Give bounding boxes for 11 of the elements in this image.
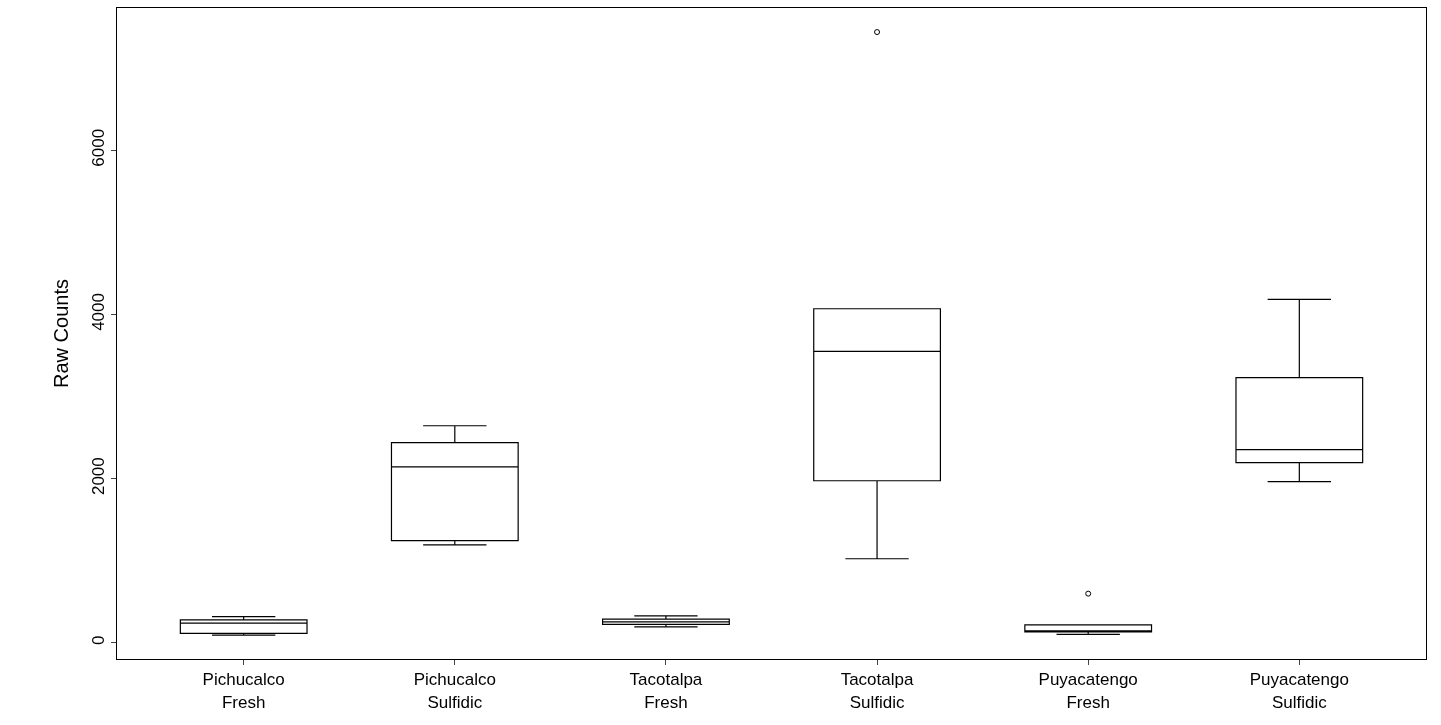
y-tick-label: 4000 (89, 293, 109, 331)
y-tick-label: 0 (89, 635, 109, 646)
x-tick-label: Pichucalco Fresh (202, 670, 285, 712)
y-tick-label: 6000 (89, 128, 109, 167)
x-tick-label: Pichucalco Sulfidic (413, 670, 496, 712)
y-tick-label: 2000 (89, 457, 109, 496)
y-axis-title: Raw Counts (49, 279, 72, 388)
x-tick-label: Tacotalpa Fresh (629, 670, 703, 712)
x-tick-label: Puyacatengo Fresh (1038, 670, 1138, 712)
x-tick-label: Tacotalpa Sulfidic (840, 670, 914, 712)
x-tick-label: Puyacatengo Sulfidic (1249, 670, 1349, 712)
